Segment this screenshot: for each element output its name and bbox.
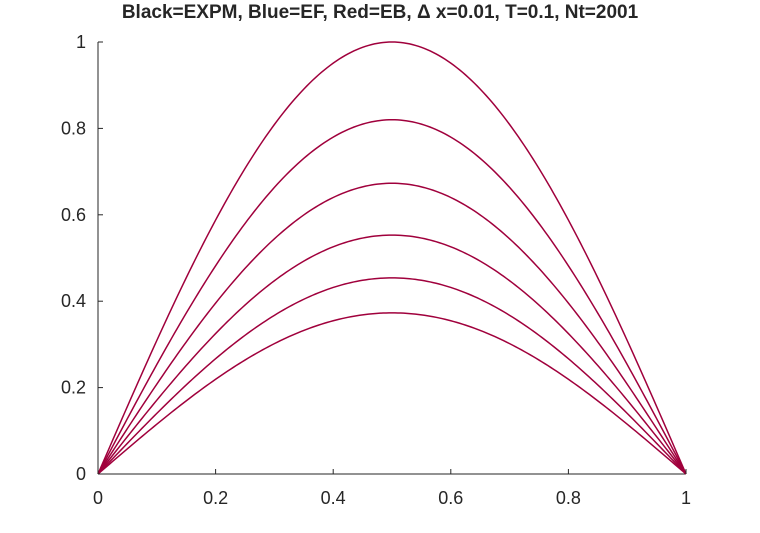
axes bbox=[97, 42, 686, 475]
y-tick-label: 0.4 bbox=[61, 291, 86, 311]
y-tick-label: 0.8 bbox=[61, 118, 86, 138]
x-tick-label: 0 bbox=[93, 488, 103, 508]
series-line bbox=[97, 119, 687, 475]
x-tick-label: 1 bbox=[681, 488, 691, 508]
series-line bbox=[97, 312, 687, 475]
series-line bbox=[97, 277, 687, 475]
x-tick-label: 0.8 bbox=[556, 488, 581, 508]
series-line bbox=[97, 41, 687, 475]
y-tick-label: 0.2 bbox=[61, 378, 86, 398]
ticks: 0 0.2 0.4 0.6 0.8 1 0 0.2 0.4 0.6 0.8 1 bbox=[61, 32, 691, 508]
series-line bbox=[97, 234, 687, 475]
y-tick-label: 0 bbox=[76, 464, 86, 484]
series-group bbox=[97, 41, 687, 475]
y-tick-label: 0.6 bbox=[61, 205, 86, 225]
series-line bbox=[97, 182, 687, 475]
y-tick-label: 1 bbox=[76, 32, 86, 52]
x-tick-label: 0.2 bbox=[203, 488, 228, 508]
x-tick-label: 0.6 bbox=[438, 488, 463, 508]
chart-title: Black=EXPM, Blue=EF, Red=EB, Δ x=0.01, T… bbox=[121, 2, 639, 23]
x-tick-label: 0.4 bbox=[321, 488, 346, 508]
